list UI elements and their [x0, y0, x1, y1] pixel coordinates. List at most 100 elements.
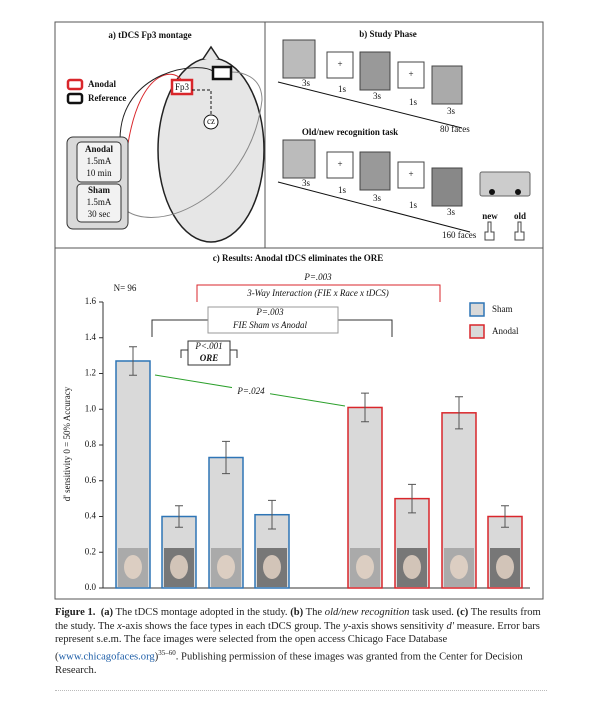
figure-border — [54, 21, 544, 600]
study-sequence: + + 3s 1s 3s 1s 3s 80 faces — [277, 39, 470, 134]
setting-value: 30 sec — [88, 209, 111, 219]
fixation-cross: + — [408, 169, 413, 179]
face-image — [282, 39, 316, 79]
setting-value: 10 min — [86, 168, 112, 178]
caption-link[interactable]: www.chicagofaces.org — [58, 651, 155, 663]
reference-electrode — [211, 65, 233, 81]
caption-text: . Publishing permission of these images … — [55, 651, 523, 676]
electrode-label: Fp3 — [175, 82, 190, 92]
y-axis-label: d' sensitivity 0 = 50% Accuracy — [62, 386, 72, 501]
cz-label: cz — [207, 116, 215, 126]
legend-label: Sham — [492, 304, 513, 314]
chart-title: c) Results: Anodal tDCS eliminates the O… — [213, 253, 384, 263]
caption-text: ) — [154, 651, 159, 663]
caption-text: task used. — [412, 607, 454, 618]
error-bar — [455, 396, 463, 430]
caption-text: -axis shows the face types in each tDCS … — [121, 620, 341, 632]
duration: 1s — [409, 200, 418, 210]
cz-marker — [203, 114, 219, 130]
key — [489, 189, 495, 195]
duration: 1s — [338, 84, 347, 94]
timeline-arrow — [277, 181, 471, 233]
trial-count: 160 faces — [442, 230, 477, 240]
y-tick-label: 0.4 — [85, 511, 97, 521]
bar-chart: 0.0 0.2 0.4 0.6 0.8 1.0 1.2 1.4 1.6 Sham Anodal — [85, 296, 530, 592]
caption-citation: 35–60 — [158, 648, 176, 657]
label-bg — [232, 386, 270, 397]
wire — [126, 73, 183, 151]
error-bar — [361, 392, 369, 423]
y-tick-label: 1.0 — [85, 403, 97, 413]
face-image — [124, 555, 142, 579]
fixation-cross: + — [408, 69, 413, 79]
duration: 3s — [447, 207, 456, 217]
face-image — [450, 555, 468, 579]
y-tick-label: 1.2 — [85, 368, 96, 378]
fixation-screen — [397, 161, 425, 189]
face-image — [496, 555, 514, 579]
trial-count: 80 faces — [440, 124, 470, 134]
label-bg — [236, 288, 400, 300]
setting-box — [76, 183, 122, 223]
y-tick-label: 1.4 — [85, 332, 97, 342]
hand-icon — [514, 221, 525, 241]
timeline-arrow — [277, 81, 463, 129]
keyboard — [479, 171, 531, 197]
nose — [202, 45, 220, 60]
legend-label: Anodal — [88, 79, 117, 89]
face-image — [263, 555, 281, 579]
fixation-screen — [326, 51, 354, 79]
legend-label: Reference — [88, 93, 126, 103]
p-value: P=.003 — [255, 307, 284, 317]
key-label: old — [514, 211, 526, 221]
p-value: P=.003 — [303, 272, 332, 282]
face-image — [359, 151, 391, 191]
caption-text: The — [305, 607, 323, 618]
caption-text: (a) — [100, 607, 114, 618]
dashed-link — [192, 89, 212, 115]
duration: 3s — [373, 193, 382, 203]
bracket-label: ORE — [200, 353, 219, 363]
label-bg — [187, 340, 231, 366]
duration: 3s — [302, 178, 311, 188]
separator — [55, 690, 547, 691]
sample-size: N= 96 — [114, 283, 137, 293]
fixation-cross: + — [337, 159, 342, 169]
face-image — [282, 139, 316, 179]
error-bar — [501, 505, 509, 528]
panel-title: b) Study Phase — [359, 29, 417, 39]
caption-text: The results from the study. The — [55, 607, 541, 632]
hand-icon — [484, 221, 495, 241]
fixation-cross: + — [337, 59, 342, 69]
caption-text: measure. Error bars represent s.e.m. The… — [55, 620, 540, 663]
duration: 3s — [447, 106, 456, 116]
caption-text: (c) — [456, 607, 469, 618]
setting-title: Anodal — [85, 144, 114, 154]
y-tick-label: 1.6 — [85, 296, 97, 306]
recognition-sequence: + + 3s 1s 3s 1s 3s 160 faces new old — [277, 139, 531, 241]
y-tick-label: 0.6 — [85, 475, 97, 485]
caption-label: Figure 1. — [55, 607, 96, 618]
legend-swatch — [66, 92, 84, 105]
key-label: new — [482, 211, 498, 221]
caption-text: y — [343, 620, 348, 632]
duration: 3s — [373, 91, 382, 101]
error-bar — [222, 440, 230, 475]
error-bar — [408, 483, 416, 514]
face-image — [403, 555, 421, 579]
bracket-label: 3-Way Interaction (FIE x Race x tDCS) — [246, 288, 389, 298]
p-value: P<.001 — [194, 341, 222, 351]
caption-text: (b) — [290, 607, 304, 618]
legend-swatch — [66, 78, 84, 91]
face-image — [217, 555, 235, 579]
face-image — [356, 555, 374, 579]
setting-value: 1.5mA — [87, 197, 112, 207]
panel-title: a) tDCS Fp3 montage — [108, 30, 191, 40]
legend-swatch — [469, 324, 485, 339]
y-tick-label: 0.2 — [85, 546, 96, 556]
caption-text: The tDCS montage adopted in the study. — [115, 607, 288, 618]
legend-label: Anodal — [492, 326, 519, 336]
bracket — [196, 284, 441, 302]
face-image — [431, 167, 463, 207]
